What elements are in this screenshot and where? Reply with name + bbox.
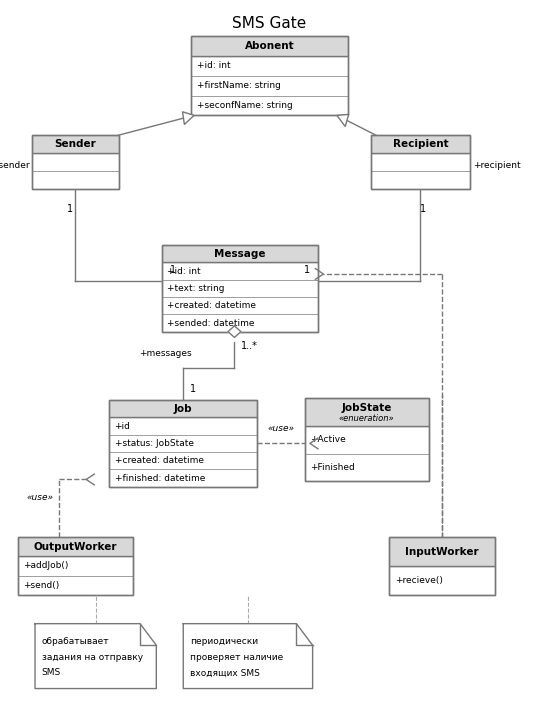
Bar [18, 537, 133, 595]
Bar [191, 56, 348, 115]
Text: +firstName: string: +firstName: string [197, 81, 281, 90]
Text: +status: JobState: +status: JobState [115, 439, 194, 448]
Text: +messages: +messages [139, 349, 191, 358]
Bar [389, 537, 495, 566]
Text: 1: 1 [304, 265, 310, 275]
Text: 1: 1 [420, 203, 426, 213]
Bar [305, 398, 429, 426]
Text: 1: 1 [67, 203, 73, 213]
Text: входящих SMS: входящих SMS [190, 668, 260, 677]
Text: Sender: Sender [54, 139, 96, 149]
Bar [109, 417, 258, 487]
Text: 1: 1 [190, 384, 196, 394]
Text: Abonent: Abonent [245, 41, 294, 51]
Text: задания на отправку: задания на отправку [42, 653, 143, 661]
Text: +Finished: +Finished [310, 463, 355, 472]
Bar [305, 426, 429, 482]
Text: +created: datetime: +created: datetime [115, 456, 204, 465]
Bar [389, 566, 495, 595]
Text: «enueration»: «enueration» [338, 414, 395, 423]
Text: +id: +id [115, 422, 130, 430]
Bar [32, 136, 119, 189]
Polygon shape [228, 326, 241, 337]
Text: JobState: JobState [341, 403, 392, 413]
Text: +created: datetime: +created: datetime [167, 301, 256, 310]
Bar [371, 136, 470, 153]
Text: Recipient: Recipient [392, 139, 448, 149]
Bar [18, 537, 133, 557]
Text: обрабатывает: обрабатывает [42, 637, 109, 645]
Text: 1: 1 [170, 265, 176, 275]
Polygon shape [183, 624, 313, 689]
Bar [389, 537, 495, 595]
Bar [18, 557, 133, 595]
Polygon shape [35, 624, 156, 689]
Text: +addJob(): +addJob() [23, 562, 68, 570]
Bar [191, 36, 348, 115]
Bar [109, 400, 258, 487]
Polygon shape [337, 115, 349, 127]
Text: InputWorker: InputWorker [405, 547, 479, 557]
Text: +send(): +send() [23, 580, 59, 590]
Text: OutputWorker: OutputWorker [34, 541, 117, 552]
Text: +finished: datetime: +finished: datetime [115, 474, 205, 482]
Text: +text: string: +text: string [167, 284, 225, 293]
Text: Job: Job [174, 404, 192, 414]
Bar [191, 36, 348, 56]
Text: +sender: +sender [0, 162, 30, 170]
Bar [162, 245, 318, 262]
Text: Message: Message [214, 249, 266, 259]
Text: +id: int: +id: int [167, 267, 201, 275]
Text: «use»: «use» [27, 493, 54, 502]
Text: +id: int: +id: int [197, 61, 230, 70]
Bar [305, 398, 429, 482]
Text: 1..*: 1..* [241, 341, 258, 351]
Bar [162, 245, 318, 332]
Text: +recieve(): +recieve() [395, 576, 443, 585]
Bar [32, 136, 119, 153]
Bar [162, 262, 318, 332]
Bar [109, 400, 258, 417]
Text: +sended: datetime: +sended: datetime [167, 319, 254, 327]
Text: +seconfName: string: +seconfName: string [197, 101, 293, 110]
Text: SMS: SMS [42, 668, 61, 677]
Bar [371, 153, 470, 189]
Bar [371, 136, 470, 189]
Text: «use»: «use» [267, 425, 294, 433]
Text: +Active: +Active [310, 435, 345, 444]
Text: проверяет наличие: проверяет наличие [190, 653, 283, 661]
Text: периодически: периодически [190, 637, 258, 645]
Bar [32, 153, 119, 189]
Text: SMS Gate: SMS Gate [232, 16, 307, 30]
Polygon shape [183, 112, 194, 125]
Text: +recipient: +recipient [473, 162, 521, 170]
